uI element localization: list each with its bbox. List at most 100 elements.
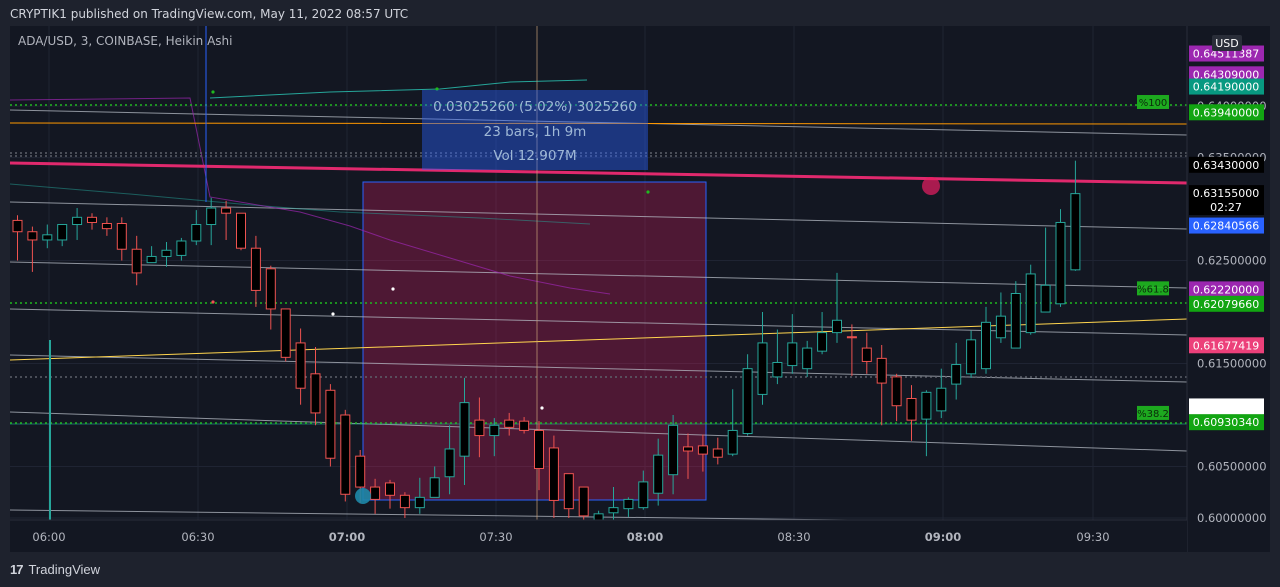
candle[interactable] bbox=[429, 466, 440, 498]
price-axis[interactable]: 0.60000000 0.60500000 0.61500000 0.62500000… bbox=[1186, 26, 1270, 552]
candle[interactable] bbox=[146, 246, 157, 264]
candle[interactable] bbox=[981, 306, 991, 374]
candle[interactable] bbox=[1040, 227, 1051, 313]
candle[interactable] bbox=[966, 330, 977, 378]
candle[interactable] bbox=[727, 389, 738, 457]
candle[interactable] bbox=[116, 217, 127, 261]
candle[interactable] bbox=[414, 477, 425, 514]
channel-line[interactable] bbox=[10, 261, 1188, 289]
candle[interactable] bbox=[280, 308, 291, 362]
candle[interactable] bbox=[191, 210, 202, 246]
candle[interactable] bbox=[563, 473, 574, 518]
candle[interactable] bbox=[221, 200, 232, 240]
candle[interactable] bbox=[697, 434, 708, 472]
candle[interactable] bbox=[578, 486, 589, 520]
candle[interactable] bbox=[370, 478, 381, 514]
candle[interactable] bbox=[876, 344, 887, 426]
price-chart[interactable]: 0.03025260 (5.02%) 3025260 23 bars, 1h 9m… bbox=[10, 26, 1270, 552]
price-tag-label: 0.63155000 bbox=[1193, 187, 1259, 200]
candle[interactable] bbox=[310, 347, 321, 426]
candle[interactable] bbox=[12, 215, 23, 261]
candle-body bbox=[42, 234, 53, 241]
candle[interactable] bbox=[891, 373, 902, 422]
candle[interactable] bbox=[72, 208, 83, 240]
candle-body bbox=[653, 454, 664, 494]
candle[interactable] bbox=[757, 312, 768, 405]
candle-body bbox=[802, 347, 813, 370]
candle[interactable] bbox=[459, 377, 470, 485]
candle[interactable] bbox=[712, 437, 723, 465]
candle[interactable] bbox=[385, 479, 395, 509]
candle[interactable] bbox=[653, 438, 664, 506]
candle[interactable] bbox=[131, 235, 142, 286]
candle[interactable] bbox=[27, 226, 38, 272]
price-tick-label: 0.60000000 bbox=[1197, 511, 1267, 525]
candle[interactable] bbox=[608, 487, 619, 520]
candle[interactable] bbox=[250, 235, 261, 307]
channel-line[interactable] bbox=[10, 411, 1188, 452]
candle[interactable] bbox=[87, 213, 97, 230]
candle[interactable] bbox=[444, 425, 455, 495]
candle[interactable] bbox=[1070, 160, 1081, 271]
measure-tooltip[interactable]: 0.03025260 (5.02%) 3025260 23 bars, 1h 9m… bbox=[422, 90, 648, 170]
candle[interactable] bbox=[534, 421, 544, 491]
candle[interactable] bbox=[1010, 281, 1021, 349]
currency-selector[interactable]: USD bbox=[1212, 35, 1242, 51]
candle[interactable] bbox=[295, 328, 306, 405]
candle[interactable] bbox=[489, 418, 500, 457]
candle[interactable] bbox=[906, 385, 917, 441]
candle[interactable] bbox=[846, 324, 857, 376]
fib-tag: %38.2 bbox=[1137, 405, 1169, 420]
price-tag: 0.64190000 bbox=[1189, 78, 1264, 95]
candle[interactable] bbox=[861, 332, 872, 374]
candle[interactable] bbox=[683, 433, 693, 479]
chart-area[interactable]: 0.03025260 (5.02%) 3025260 23 bars, 1h 9m… bbox=[10, 26, 1270, 552]
candle[interactable] bbox=[593, 510, 604, 521]
candle[interactable] bbox=[176, 237, 187, 261]
candle[interactable] bbox=[474, 397, 485, 458]
candle[interactable] bbox=[42, 224, 53, 249]
time-axis[interactable]: 06:00 06:30 07:00 07:30 08:00 08:30 09:00 09:30 bbox=[10, 519, 1187, 552]
candle[interactable] bbox=[101, 217, 112, 236]
purple-curve-line[interactable] bbox=[10, 97, 611, 295]
candle[interactable] bbox=[206, 197, 217, 246]
candle[interactable] bbox=[921, 390, 932, 457]
channel-line[interactable] bbox=[10, 201, 1188, 230]
candle[interactable] bbox=[504, 412, 515, 436]
candle[interactable] bbox=[832, 272, 842, 343]
candle[interactable] bbox=[325, 384, 336, 467]
price-tag: 0.61677419 bbox=[1189, 337, 1264, 354]
teal-upper-line[interactable] bbox=[209, 79, 588, 99]
candle[interactable] bbox=[668, 414, 679, 495]
teal-curve-line[interactable] bbox=[10, 183, 591, 225]
candle[interactable] bbox=[161, 242, 172, 267]
price-tag-label: 0.63430000 bbox=[1193, 159, 1259, 172]
candle[interactable] bbox=[772, 329, 783, 385]
candle[interactable] bbox=[1025, 264, 1036, 335]
candle[interactable] bbox=[236, 212, 246, 251]
measure-box bbox=[422, 90, 648, 170]
candle[interactable] bbox=[1055, 209, 1066, 307]
price-tag-bg bbox=[1189, 45, 1264, 62]
candle[interactable] bbox=[519, 417, 530, 434]
candle[interactable] bbox=[787, 314, 798, 374]
candle[interactable] bbox=[817, 312, 828, 355]
candle[interactable] bbox=[802, 340, 813, 377]
candle[interactable] bbox=[623, 497, 634, 517]
candle-body bbox=[385, 482, 395, 496]
tradingview-logo[interactable]: 17 TradingView bbox=[10, 562, 100, 577]
candle[interactable] bbox=[638, 470, 649, 510]
candle[interactable] bbox=[995, 292, 1006, 343]
buy-signal-marker[interactable] bbox=[355, 488, 371, 504]
candle[interactable] bbox=[340, 409, 351, 502]
candle[interactable] bbox=[951, 342, 962, 400]
sell-signal-marker[interactable] bbox=[922, 177, 940, 195]
candle[interactable] bbox=[936, 368, 947, 419]
candle[interactable] bbox=[399, 492, 410, 518]
candle[interactable] bbox=[265, 265, 276, 330]
price-tag-label: 0.62220000 bbox=[1193, 283, 1259, 296]
candle[interactable] bbox=[742, 354, 753, 436]
candle[interactable] bbox=[548, 435, 559, 518]
candle[interactable] bbox=[57, 224, 68, 247]
candle-body bbox=[176, 240, 187, 256]
